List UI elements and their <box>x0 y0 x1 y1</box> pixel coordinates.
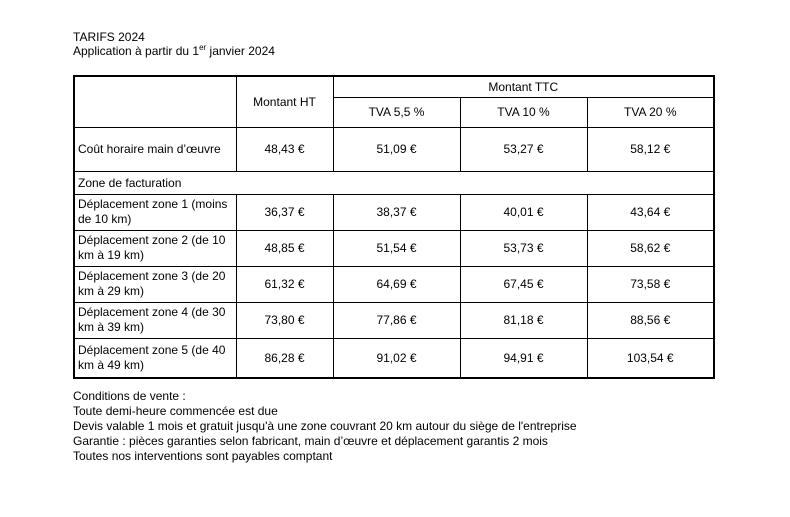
zone-1-tva-10: 40,01 € <box>459 193 588 231</box>
zone-3-tva-20: 73,58 € <box>586 265 715 303</box>
corner-cell <box>73 75 237 128</box>
header-tva-20: TVA 20 % <box>586 96 715 128</box>
zone-3-label: Déplacement zone 3 (de 20 km à 29 km) <box>73 265 237 303</box>
subtitle-prefix: Application à partir du 1 <box>73 44 200 58</box>
tariff-table: Montant HT Montant TTC TVA 5,5 % TVA 10 … <box>73 75 716 379</box>
conditions-title: Conditions de vente : <box>73 389 186 403</box>
table-row-zone-4: Déplacement zone 4 (de 30 km à 39 km) 73… <box>73 301 715 339</box>
conditions-line-garantie: Garantie : pièces garanties selon fabric… <box>73 434 548 448</box>
zone-3-tva-5-5: 64,69 € <box>332 265 461 303</box>
header-tva-5-5: TVA 5,5 % <box>332 96 461 128</box>
zone-4-tva-5-5: 77,86 € <box>332 301 461 339</box>
zone-4-label: Déplacement zone 4 (de 30 km à 39 km) <box>73 301 237 339</box>
table-row-labor: Coût horaire main d’œuvre 48,43 € 51,09 … <box>73 126 715 172</box>
zone-3-tva-10: 67,45 € <box>459 265 588 303</box>
labor-ht: 48,43 € <box>235 126 334 172</box>
conditions-line-half-hour: Toute demi-heure commencée est due <box>73 404 278 418</box>
labor-tva-20: 58,12 € <box>586 126 715 172</box>
header-montant-ht: Montant HT <box>235 75 334 128</box>
table-row-zone-5: Déplacement zone 5 (de 40 km à 49 km) 86… <box>73 337 715 379</box>
header-tva-10: TVA 10 % <box>459 96 588 128</box>
table-header-row-tva: TVA 5,5 % TVA 10 % TVA 20 % <box>74 96 715 128</box>
zone-1-ht: 36,37 € <box>235 193 334 231</box>
zone-5-ht: 86,28 € <box>235 337 334 379</box>
document-header: TARIFS 2024 Application à partir du 1er … <box>73 30 275 58</box>
zone-1-tva-5-5: 38,37 € <box>332 193 461 231</box>
zone-4-tva-20: 88,56 € <box>586 301 715 339</box>
labor-label: Coût horaire main d’œuvre <box>73 126 237 172</box>
table-header-row-top: Montant HT Montant TTC <box>73 75 715 128</box>
table-section-row: Zone de facturation <box>73 170 715 195</box>
subtitle-suffix: janvier 2024 <box>206 44 275 58</box>
table-row-zone-1: Déplacement zone 1 (moins de 10 km) 36,3… <box>73 193 715 231</box>
zone-5-tva-20: 103,54 € <box>586 337 715 379</box>
zone-5-label: Déplacement zone 5 (de 40 km à 49 km) <box>73 337 237 379</box>
labor-tva-5-5: 51,09 € <box>332 126 461 172</box>
section-label: Zone de facturation <box>73 170 715 195</box>
conditions-line-paiement: Toutes nos interventions sont payables c… <box>73 449 333 463</box>
zone-1-tva-20: 43,64 € <box>586 193 715 231</box>
header-montant-ttc: Montant TTC <box>332 75 715 98</box>
conditions-line-devis: Devis valable 1 mois et gratuit jusqu'à … <box>73 419 577 433</box>
conditions-block: Conditions de vente : Toute demi-heure c… <box>73 389 773 464</box>
zone-1-label: Déplacement zone 1 (moins de 10 km) <box>73 193 237 231</box>
zone-5-tva-5-5: 91,02 € <box>332 337 461 379</box>
document-subtitle: Application à partir du 1er janvier 2024 <box>73 43 275 59</box>
document-title: TARIFS 2024 <box>73 30 145 44</box>
zone-4-ht: 73,80 € <box>235 301 334 339</box>
zone-2-tva-10: 53,73 € <box>459 229 588 267</box>
zone-5-tva-10: 94,91 € <box>459 337 588 379</box>
zone-2-tva-20: 58,62 € <box>586 229 715 267</box>
zone-4-tva-10: 81,18 € <box>459 301 588 339</box>
zone-2-tva-5-5: 51,54 € <box>332 229 461 267</box>
zone-2-label: Déplacement zone 2 (de 10 km à 19 km) <box>73 229 237 267</box>
labor-tva-10: 53,27 € <box>459 126 588 172</box>
zone-2-ht: 48,85 € <box>235 229 334 267</box>
table-row-zone-3: Déplacement zone 3 (de 20 km à 29 km) 61… <box>73 265 715 303</box>
zone-3-ht: 61,32 € <box>235 265 334 303</box>
table-row-zone-2: Déplacement zone 2 (de 10 km à 19 km) 48… <box>73 229 715 267</box>
subtitle-superscript: er <box>199 43 207 52</box>
